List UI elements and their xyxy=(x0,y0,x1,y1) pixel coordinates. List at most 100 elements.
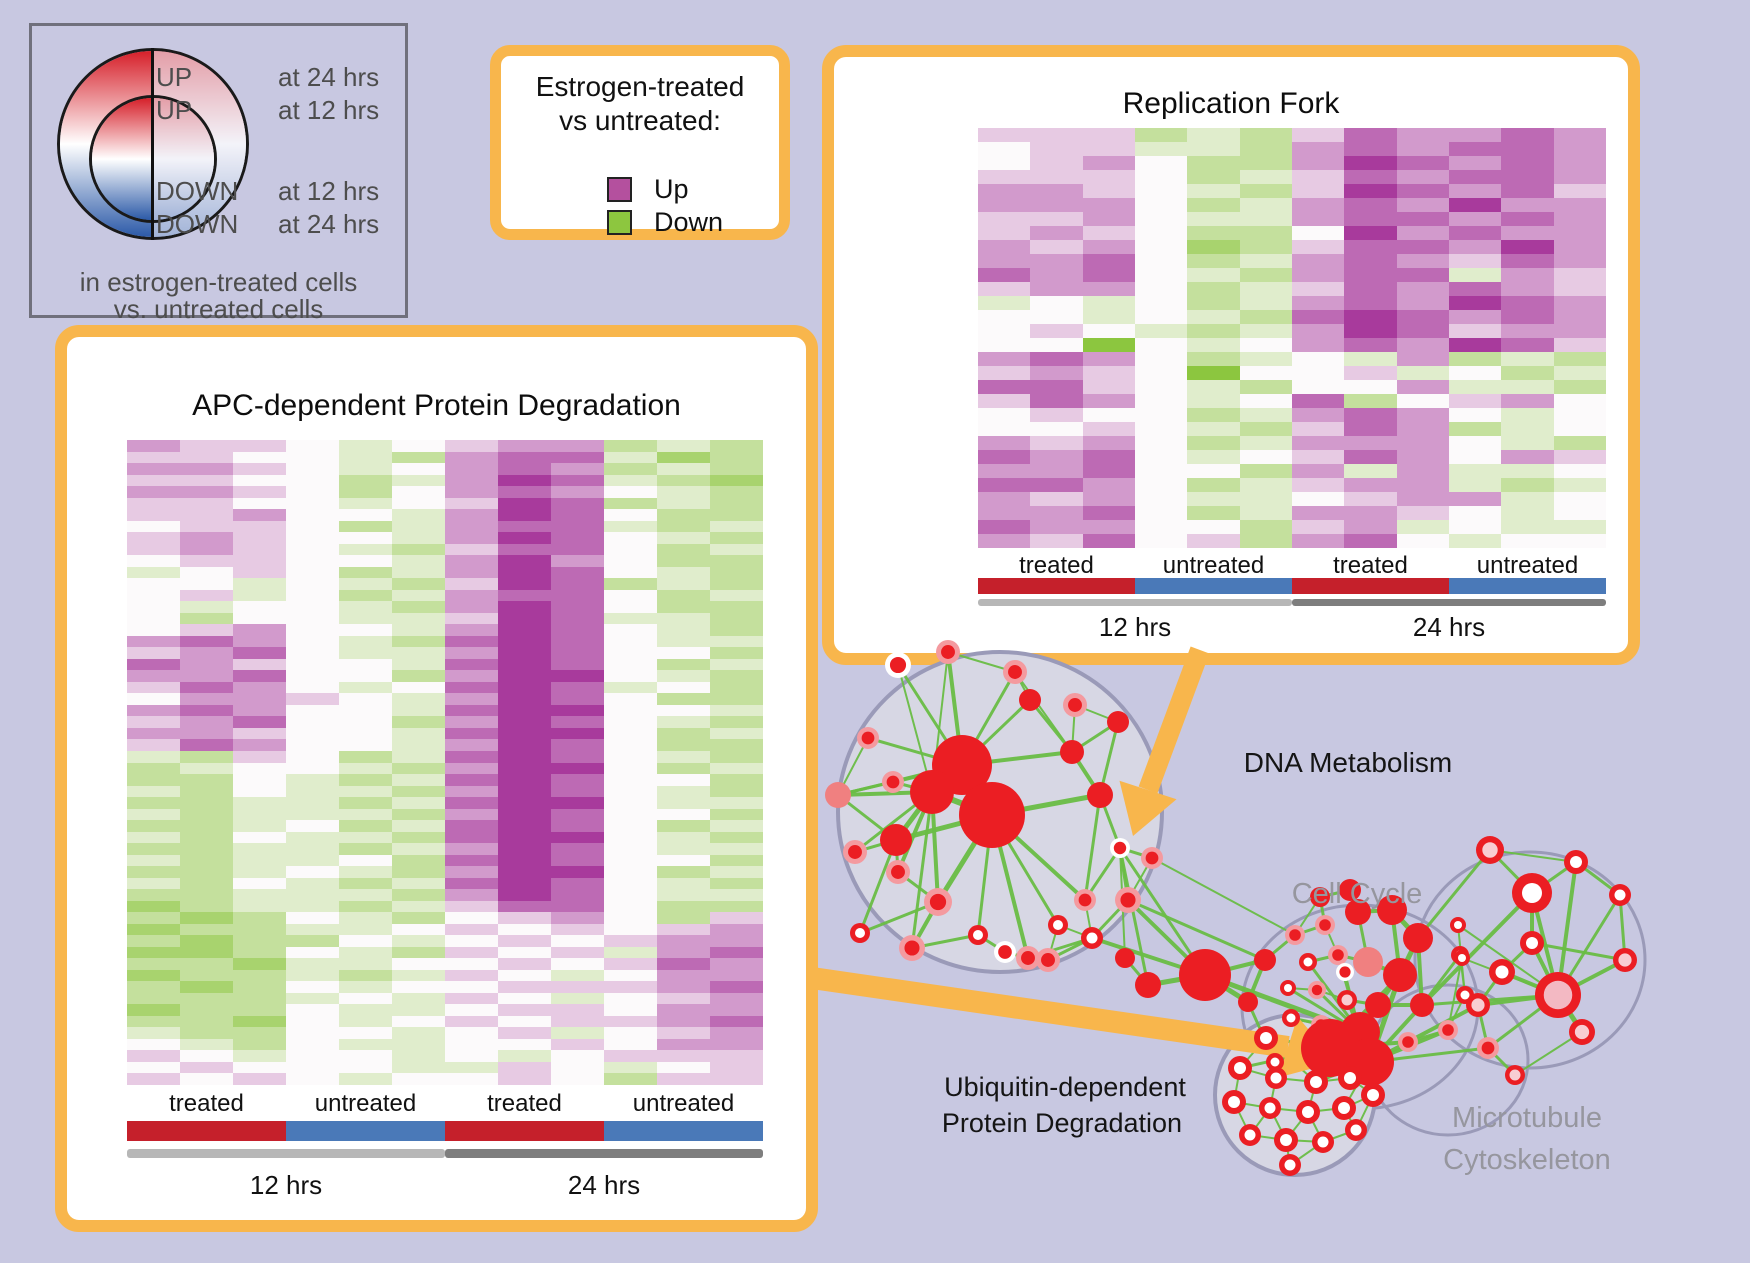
heatmap-cell xyxy=(286,474,339,487)
heatmap-cell xyxy=(339,647,392,659)
heatmap-cell xyxy=(1082,212,1135,226)
heatmap-cell xyxy=(604,635,657,648)
heatmap-cell xyxy=(498,474,551,487)
heatmap-cell xyxy=(1344,464,1397,478)
heatmap-cell xyxy=(445,474,498,487)
network-cluster-label: Microtubule xyxy=(1452,1102,1602,1134)
heatmap-cell xyxy=(498,612,551,625)
heatmap-cell xyxy=(1082,240,1135,254)
heatmap-cell xyxy=(1239,282,1292,296)
heatmap-cell xyxy=(286,831,339,844)
heatmap-cell xyxy=(1553,408,1606,422)
network-node-core xyxy=(1471,998,1485,1012)
heatmap-cell xyxy=(657,589,710,602)
heatmap-cell xyxy=(339,486,392,498)
network-node-core xyxy=(1367,1089,1379,1101)
heatmap-cell xyxy=(657,1073,710,1085)
heatmap-cell xyxy=(392,900,445,913)
heatmap-cell xyxy=(1396,422,1449,436)
heatmap-cell xyxy=(1501,198,1554,212)
heatmap-cell xyxy=(233,946,286,959)
heatmap-cell xyxy=(127,658,180,671)
heatmap-cell xyxy=(392,877,445,890)
heatmap-cell xyxy=(551,440,604,452)
heatmap-cell xyxy=(1030,506,1083,520)
heatmap-cell xyxy=(657,624,710,636)
heatmap-cell xyxy=(286,946,339,959)
heatmap-cell xyxy=(286,900,339,913)
time-colorbar-segment xyxy=(978,599,1292,606)
heatmap-cell xyxy=(180,601,233,613)
heatmap-cell xyxy=(445,727,498,740)
heatmap-cell xyxy=(1396,268,1449,282)
heatmap-cell xyxy=(498,866,551,878)
heatmap-cell xyxy=(710,935,763,947)
heatmap-cell xyxy=(233,727,286,740)
heatmap-cell xyxy=(127,900,180,913)
heatmap-cell xyxy=(1239,352,1292,366)
heatmap-cell xyxy=(127,727,180,740)
heatmap-cell xyxy=(127,670,180,682)
heatmap-cell xyxy=(657,958,710,970)
heatmap-cell xyxy=(286,543,339,556)
heatmap-cell xyxy=(604,486,657,498)
heatmap-cell xyxy=(1187,282,1240,296)
heatmap-cell xyxy=(604,612,657,625)
heatmap-cell xyxy=(604,774,657,786)
heatmap-cell xyxy=(1448,198,1502,212)
heatmap-cell xyxy=(339,635,392,648)
heatmap-cell xyxy=(978,324,1031,338)
heatmap-cell xyxy=(1187,240,1240,254)
heatmap-cell xyxy=(1187,310,1240,324)
heatmap-cell xyxy=(339,693,392,705)
heatmap-cell xyxy=(1396,520,1449,534)
heatmap-cell xyxy=(1553,324,1606,338)
heatmap-cell xyxy=(551,509,604,521)
heatmap-cell xyxy=(710,589,763,602)
updown-row-time: at 24 hrs xyxy=(278,209,380,239)
heatmap-cell xyxy=(1187,520,1240,534)
network-node-core xyxy=(1086,932,1098,944)
heatmap-cell xyxy=(1501,282,1554,296)
heatmap-cell xyxy=(339,1027,392,1039)
heatmap-cell xyxy=(392,1015,445,1028)
heatmap-cell xyxy=(978,310,1031,324)
heatmap-cell xyxy=(392,831,445,844)
heatmap-cell xyxy=(657,831,710,844)
heatmap-cell xyxy=(551,992,604,1005)
heatmap-cell xyxy=(180,555,233,567)
heatmap-cell xyxy=(339,589,392,602)
heatmap-cell xyxy=(498,1004,551,1016)
heatmap-cell xyxy=(180,681,233,694)
network-cluster-label: DNA Metabolism xyxy=(1244,747,1453,778)
heatmap-cell xyxy=(180,923,233,936)
heatmap-cell xyxy=(445,1004,498,1016)
network-node-core xyxy=(1286,1013,1296,1023)
heatmap-cell xyxy=(657,1061,710,1074)
heatmap-cell xyxy=(1396,450,1449,464)
heatmap-cell xyxy=(1344,128,1397,142)
time-colorbar xyxy=(127,1149,763,1158)
heatmap-cell xyxy=(1239,310,1292,324)
heatmap-cell xyxy=(286,1038,339,1051)
heatmap-cell xyxy=(1501,436,1554,450)
heatmap-cell xyxy=(1134,520,1188,534)
heatmap-cell xyxy=(392,658,445,671)
treatment-colorbar-segment xyxy=(1135,578,1292,594)
heatmap-cell xyxy=(498,532,551,544)
heatmap-cell xyxy=(1396,352,1449,366)
heatmap-cell xyxy=(498,647,551,659)
heatmap-cell xyxy=(1291,492,1345,506)
time-labels: 12 hrs 24 hrs xyxy=(978,612,1606,643)
heatmap-cell xyxy=(710,578,763,590)
heatmap-cell xyxy=(339,543,392,556)
network-node-core xyxy=(1574,1024,1590,1040)
heatmap-cell xyxy=(1239,464,1292,478)
heatmap-cell xyxy=(233,854,286,867)
heatmap-cell xyxy=(657,889,710,901)
heatmap-cell xyxy=(551,624,604,636)
heatmap-cell xyxy=(286,935,339,947)
heatmap-cell xyxy=(1553,520,1606,534)
heatmap-cell xyxy=(339,854,392,867)
heatmap-cell xyxy=(1134,408,1188,422)
